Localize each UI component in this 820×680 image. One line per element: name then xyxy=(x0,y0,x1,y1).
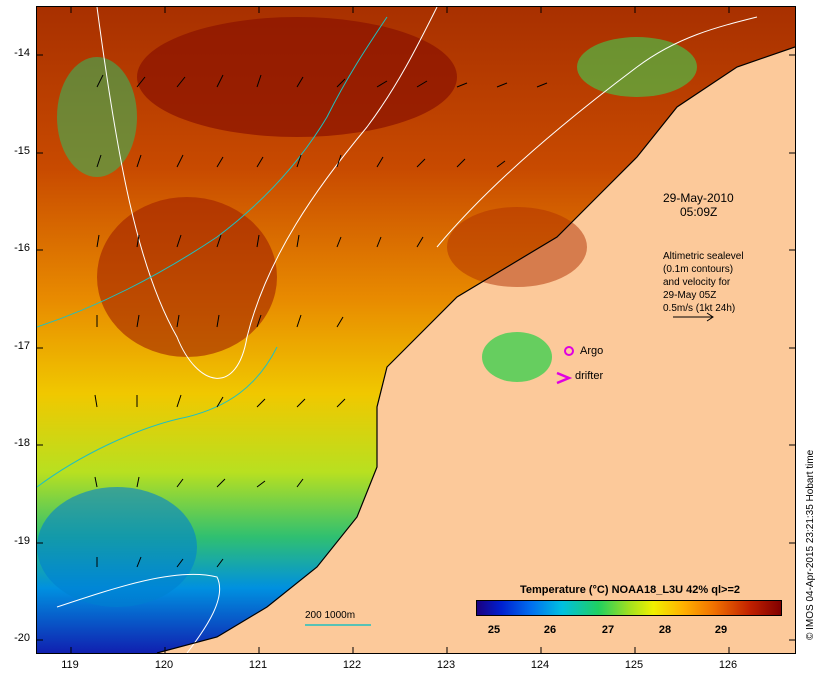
sealevel-contour xyxy=(56,573,221,653)
sealevel-contour xyxy=(96,7,438,379)
depth-label: 200 1000m xyxy=(305,610,356,621)
green-patch-gulf xyxy=(482,332,552,382)
sst-map-canvas xyxy=(37,7,795,653)
warm-core-north xyxy=(137,17,457,137)
colorbar-tick: 25 xyxy=(487,624,501,636)
colorbar xyxy=(476,600,782,616)
time-label: 05:09Z xyxy=(680,205,718,219)
axis-ticks xyxy=(37,7,795,653)
velocity-legend: Altimetric sealevel (0.1m contours) and … xyxy=(663,250,744,315)
colorbar-tick: 27 xyxy=(601,624,615,636)
velocity-field xyxy=(94,74,548,568)
warm-core-coast xyxy=(447,207,587,287)
velocity-scale-arrow xyxy=(673,312,714,322)
ocean-area xyxy=(37,7,795,653)
lon-tick: 119 xyxy=(61,659,79,671)
lat-tick: -20 xyxy=(14,632,30,644)
cool-patch-sw xyxy=(37,487,197,607)
credit-text: © IMOS 04-Apr-2015 23:21:35 Hobart time xyxy=(805,449,816,640)
date-label: 29-May-2010 xyxy=(663,191,734,205)
legend-line: (0.1m contours) xyxy=(663,264,734,275)
lon-tick: 125 xyxy=(624,659,644,671)
lat-tick: -19 xyxy=(14,535,30,547)
lat-tick: -15 xyxy=(14,145,30,157)
lon-tick: 126 xyxy=(718,659,738,671)
colorbar-tick: 28 xyxy=(658,624,672,636)
argo-marker xyxy=(564,346,574,356)
warm-core-west xyxy=(97,197,277,357)
colorbar-tick: 29 xyxy=(714,624,728,636)
lat-tick: -18 xyxy=(14,437,30,449)
drifter-label: drifter xyxy=(575,370,604,382)
green-patch-nw xyxy=(57,57,137,177)
isobath-1000 xyxy=(37,346,278,488)
lat-tick: -16 xyxy=(14,242,30,254)
isobath-200 xyxy=(37,16,388,328)
legend-line: 29-May 05Z xyxy=(663,290,717,301)
sst-map[interactable] xyxy=(36,6,796,654)
lon-tick: 124 xyxy=(530,659,550,671)
lon-tick: 120 xyxy=(154,659,174,671)
colorbar-tick: 26 xyxy=(543,624,557,636)
sealevel-contour xyxy=(436,16,758,248)
lat-tick: -14 xyxy=(14,47,30,59)
legend-line: 0.5m/s (1kt 24h) xyxy=(663,303,736,314)
legend-line: and velocity for xyxy=(663,277,731,288)
legend-line: Altimetric sealevel xyxy=(663,251,744,262)
lon-tick: 121 xyxy=(248,659,268,671)
argo-label: Argo xyxy=(580,345,604,357)
lon-tick: 122 xyxy=(342,659,362,671)
lon-tick: 123 xyxy=(436,659,456,671)
colorbar-title: Temperature (°C) NOAA18_L3U 42% ql>=2 xyxy=(520,584,740,596)
lat-tick: -17 xyxy=(14,340,30,352)
drifter-marker xyxy=(556,371,573,385)
coastline xyxy=(156,46,795,653)
